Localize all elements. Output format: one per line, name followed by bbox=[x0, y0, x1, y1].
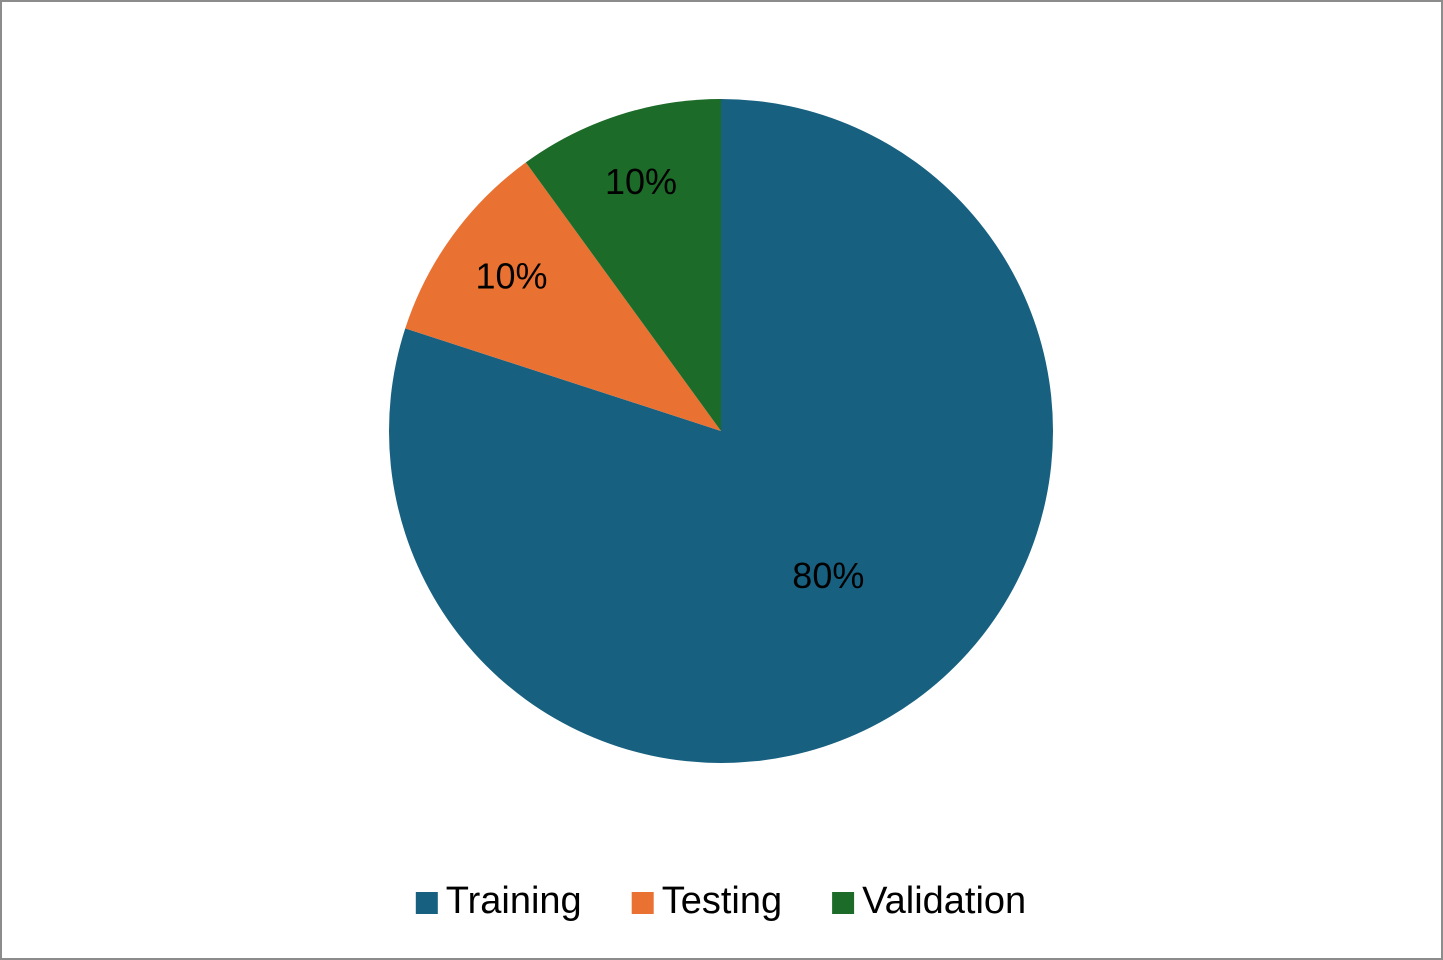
legend-swatch bbox=[832, 892, 855, 914]
data-label: 10% bbox=[475, 255, 547, 296]
pie-slice bbox=[405, 162, 721, 431]
pie-slice bbox=[525, 99, 721, 431]
legend-label: Testing bbox=[662, 880, 782, 922]
data-label: 80% bbox=[792, 555, 864, 596]
legend-label: Training bbox=[446, 880, 582, 922]
legend-swatch bbox=[631, 892, 654, 914]
legend: Training Testing Validation bbox=[415, 880, 1026, 922]
data-label: 10% bbox=[605, 161, 677, 202]
legend-label: Validation bbox=[862, 880, 1026, 922]
legend-swatch bbox=[415, 892, 438, 914]
pie: 80% 10% 10% bbox=[389, 99, 1054, 763]
